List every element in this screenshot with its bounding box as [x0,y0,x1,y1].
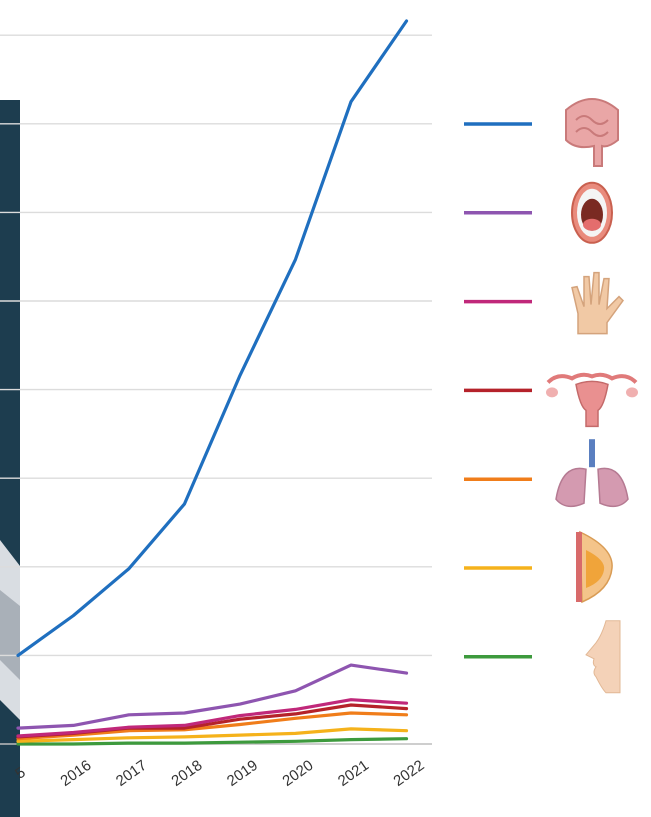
series-line [16,737,409,746]
series-line [16,698,409,738]
legend [464,98,638,694]
x-tick-label: 2022 [390,757,427,790]
mouth-icon [571,181,613,244]
lungs-icon [555,439,629,508]
series-line [16,663,409,730]
breast-icon [576,530,613,604]
face-icon [585,620,621,694]
x-tick-label: 2016 [57,757,94,790]
x-tick-label: 2018 [168,757,205,790]
series-lines [16,19,409,746]
hand-icon [571,271,624,335]
x-tick-label: 2020 [279,757,316,790]
background-panel [0,100,20,817]
series-line [16,711,409,741]
series-line [16,19,409,658]
x-tick-label: 2017 [113,757,150,790]
gridlines [0,34,432,745]
x-axis-ticks: 5 2016 2017 2018 2019 2020 2021 2022 [12,757,427,790]
intestine-icon [565,98,619,167]
series-line [16,727,409,743]
uterus-icon [546,372,638,428]
x-tick-label: 2019 [224,757,261,790]
x-tick-label: 2021 [335,757,372,790]
